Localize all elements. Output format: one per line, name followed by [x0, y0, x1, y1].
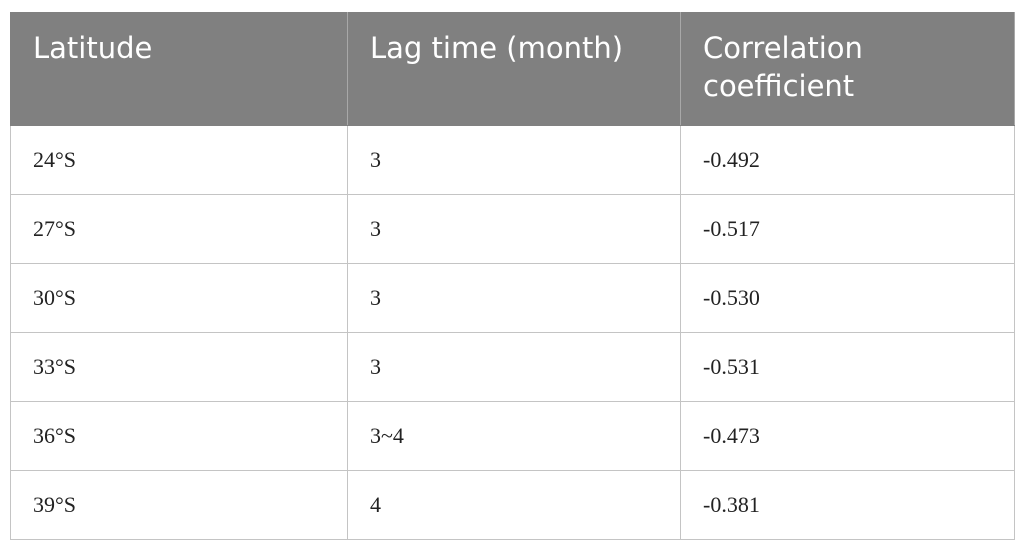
header-cell: Latitude	[10, 12, 348, 126]
table-cell: 27°S	[10, 194, 348, 264]
table-row: 24°S 3 -0.492	[10, 125, 1015, 195]
table-cell: -0.530	[680, 263, 1015, 333]
table-row: 33°S 3 -0.531	[10, 332, 1015, 402]
table-cell: -0.492	[680, 125, 1015, 195]
table-cell: 33°S	[10, 332, 348, 402]
table-cell: 3	[347, 194, 681, 264]
data-table: Latitude Lag time (month) Correlation coef…	[10, 12, 1015, 540]
table-cell: 39°S	[10, 470, 348, 540]
table-row: 36°S 3~4 -0.473	[10, 401, 1015, 471]
table-cell: 4	[347, 470, 681, 540]
header-row: Latitude Lag time (month) Correlation coef…	[10, 12, 1015, 126]
table-row: 27°S 3 -0.517	[10, 194, 1015, 264]
table-cell: 3~4	[347, 401, 681, 471]
table-row: 39°S 4 -0.381	[10, 470, 1015, 540]
table-cell: -0.381	[680, 470, 1015, 540]
table-cell: 24°S	[10, 125, 348, 195]
table-cell: -0.517	[680, 194, 1015, 264]
table-row: 30°S 3 -0.530	[10, 263, 1015, 333]
table-cell: -0.531	[680, 332, 1015, 402]
table-cell: -0.473	[680, 401, 1015, 471]
table-cell: 30°S	[10, 263, 348, 333]
header-cell: Lag time (month)	[347, 12, 681, 126]
table-cell: 3	[347, 263, 681, 333]
table-cell: 36°S	[10, 401, 348, 471]
table-cell: 3	[347, 125, 681, 195]
table-cell: 3	[347, 332, 681, 402]
table-body: 24°S 3 -0.492 27°S 3 -0.517 30°S 3 -0.530 33°S 3 -0…	[10, 125, 1015, 540]
header-cell: Correlation coefficient	[680, 12, 1015, 126]
table-container: Latitude Lag time (month) Correlation coef…	[10, 12, 1015, 540]
